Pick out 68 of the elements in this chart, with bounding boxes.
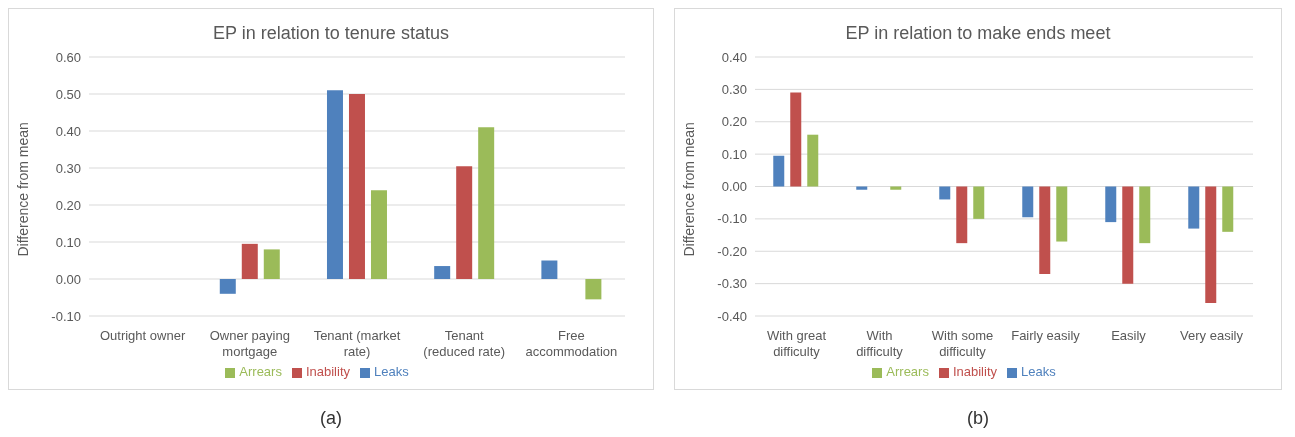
bar	[1188, 186, 1200, 229]
bar	[219, 279, 236, 294]
x-tick-label: Free accommodation	[525, 328, 618, 359]
x-tick-label: Fairly easily	[1011, 328, 1081, 343]
y-tick-label: 0.20	[55, 197, 81, 213]
legend-label: Arrears	[886, 364, 929, 379]
text: (b)	[967, 408, 989, 428]
legend-label: Arrears	[239, 364, 282, 379]
x-tick-label: Outright owner	[99, 328, 186, 343]
legend-label: Inability	[305, 364, 350, 379]
y-axis-title: Difference from mean	[680, 122, 697, 257]
bar	[456, 166, 473, 279]
bar	[1022, 186, 1034, 218]
y-tick-label: 0.10	[55, 234, 81, 250]
text: (a)	[320, 408, 342, 428]
y-tick-label: 0.00	[55, 271, 81, 287]
bar	[956, 186, 968, 244]
x-tick-label: With some difficulty	[931, 328, 994, 359]
bar	[890, 186, 902, 190]
y-tick-label: -0.10	[51, 308, 81, 324]
bar	[1122, 186, 1134, 284]
x-tick-label: Easily	[1111, 328, 1147, 343]
y-tick-label: 0.30	[721, 81, 747, 97]
bar	[326, 90, 343, 279]
bar	[370, 190, 387, 279]
x-tick-label: Tenant (market rate)	[313, 328, 401, 359]
bar	[1056, 186, 1068, 242]
bar	[939, 186, 951, 200]
legend-label: Leaks	[374, 364, 409, 379]
y-tick-label: 0.10	[721, 146, 747, 162]
y-tick-label: 0.20	[721, 114, 747, 130]
bar	[348, 94, 365, 279]
y-tick-label: 0.30	[55, 160, 81, 176]
bar	[434, 266, 451, 279]
y-tick-label: -0.40	[717, 308, 747, 324]
bar	[856, 186, 868, 190]
x-tick-label: With difficulty	[856, 328, 904, 359]
bar	[973, 186, 985, 219]
y-tick-label: 0.50	[55, 86, 81, 102]
x-tick-label: Very easily	[1180, 328, 1244, 343]
bar	[1039, 186, 1051, 274]
bar	[1105, 186, 1117, 223]
bar	[790, 92, 802, 187]
bar	[1222, 186, 1234, 232]
y-tick-label: -0.20	[717, 243, 747, 259]
y-axis-title: Difference from mean	[14, 122, 31, 257]
legend-label: Leaks	[1021, 364, 1056, 379]
chart-title: EP in relation to make ends meet	[845, 23, 1111, 43]
y-tick-label: -0.10	[717, 211, 747, 227]
y-tick-label: 0.00	[721, 179, 747, 195]
chart-title: EP in relation to tenure status	[213, 23, 449, 43]
bar	[263, 249, 280, 279]
bar	[773, 155, 785, 187]
y-tick-label: 0.60	[55, 49, 81, 65]
legend-label: Inability	[952, 364, 997, 379]
x-tick-label: Tenant (reduced rate)	[423, 328, 506, 359]
bar	[541, 260, 558, 279]
bar	[478, 127, 495, 279]
bar	[585, 279, 602, 300]
bar	[241, 243, 258, 279]
bar	[1139, 186, 1151, 244]
x-tick-label: Owner paying mortgage	[209, 328, 290, 359]
bar	[1205, 186, 1217, 304]
x-tick-label: With great difficulty	[766, 328, 827, 359]
y-tick-label: -0.30	[717, 276, 747, 292]
bar	[807, 134, 819, 187]
y-tick-label: 0.40	[55, 123, 81, 139]
y-tick-label: 0.40	[721, 49, 747, 65]
